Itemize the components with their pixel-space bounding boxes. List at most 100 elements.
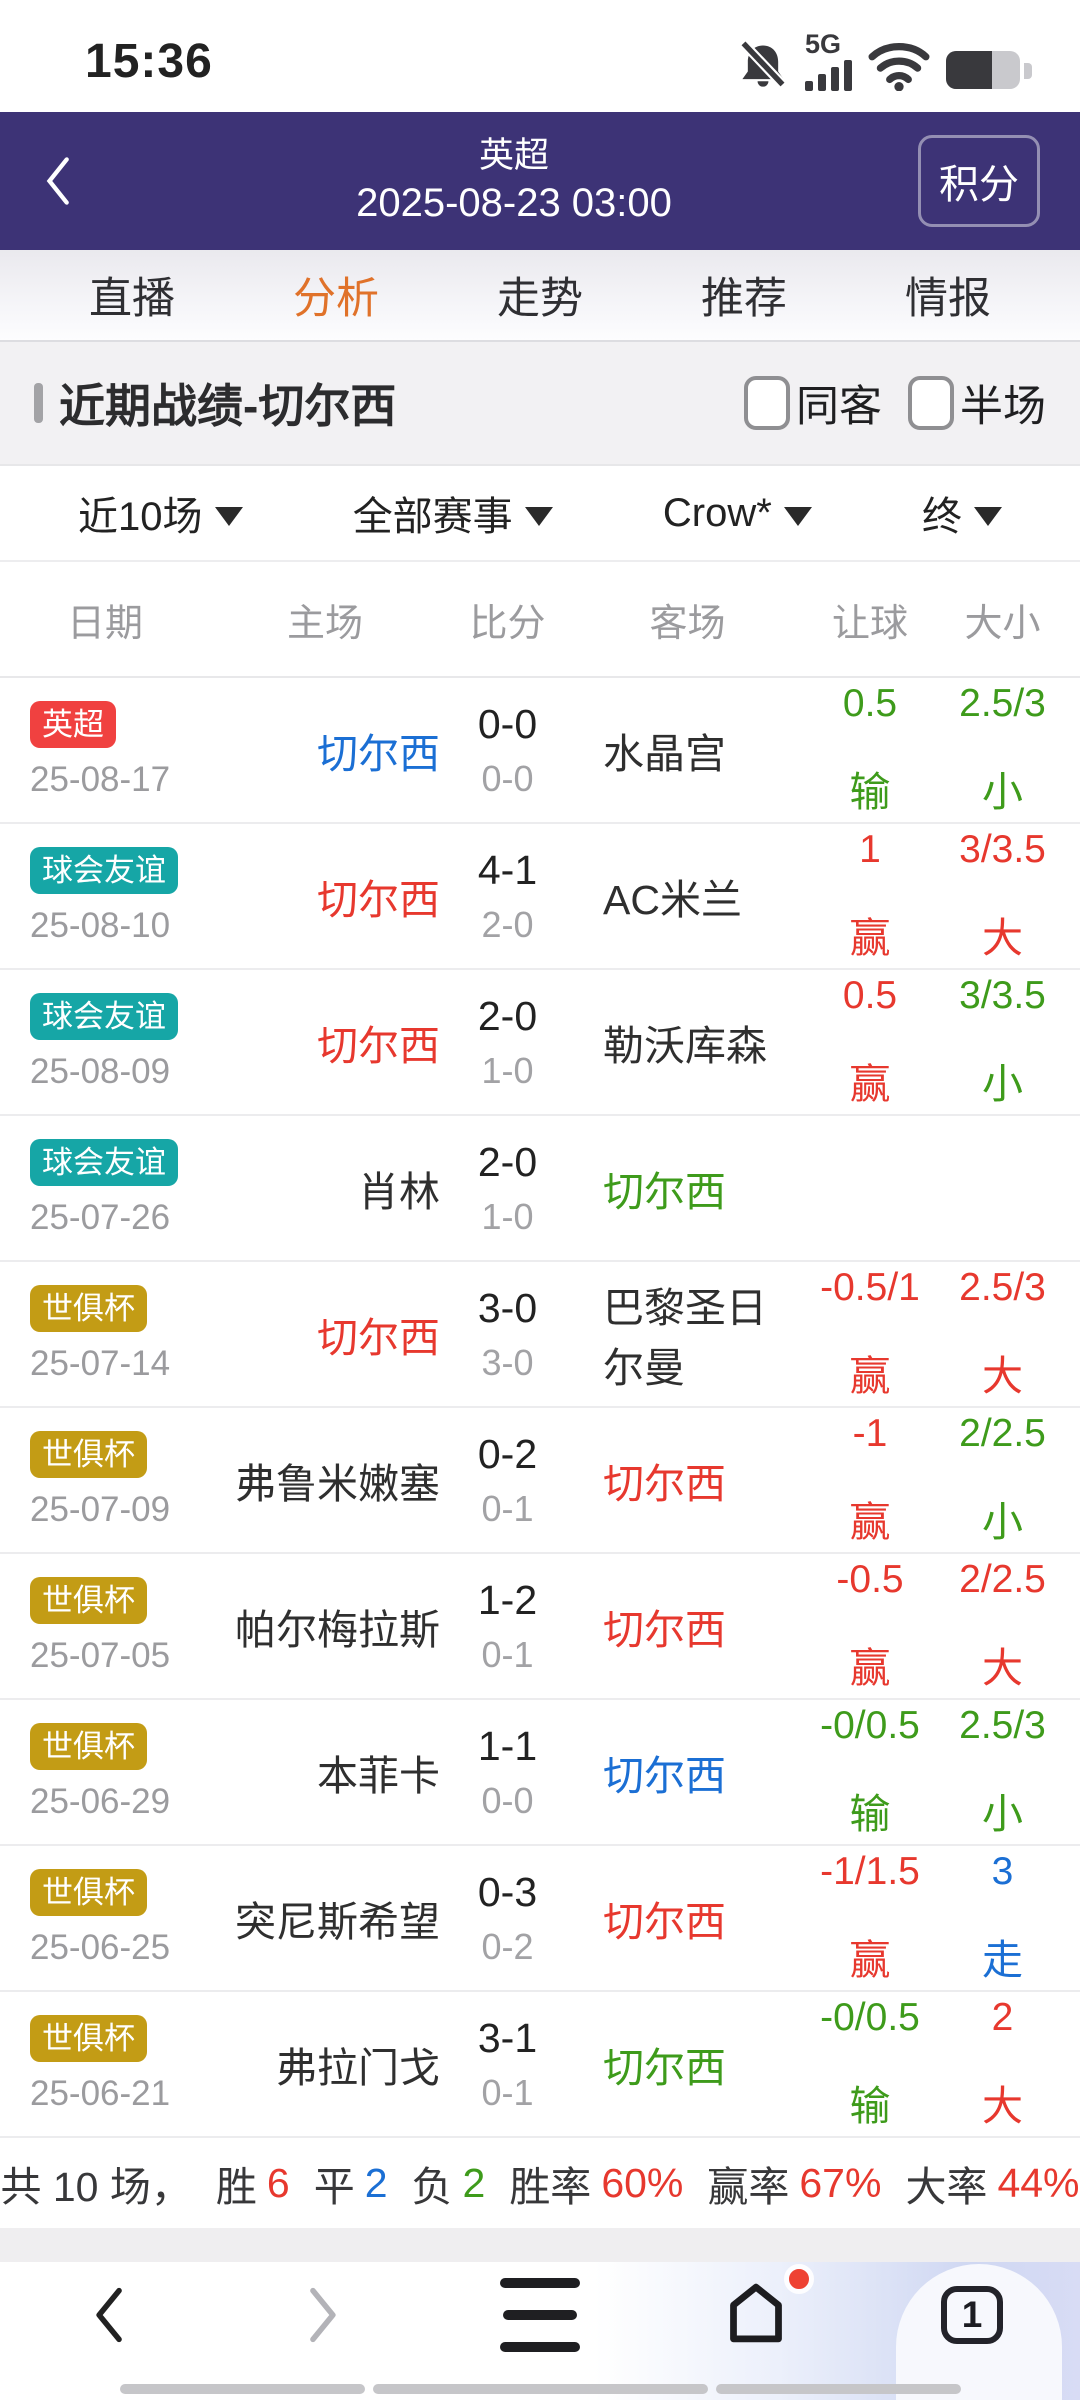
- browser-forward-button[interactable]: [216, 2284, 432, 2346]
- table-row[interactable]: 球会友谊 25-07-26 肖林 2-0 1-0 切尔西: [0, 1116, 1080, 1262]
- over-under-result: 走: [982, 1937, 1023, 1983]
- section-band: 近期战绩-切尔西 同客 半场: [0, 342, 1080, 466]
- league-badge: 英超: [30, 700, 116, 748]
- back-button[interactable]: [40, 153, 110, 209]
- column-header-0: 日期: [66, 602, 143, 645]
- column-header-5: 大小: [964, 602, 1041, 645]
- league-badge: 世俱杯: [30, 1284, 147, 1332]
- tab-3[interactable]: 推荐: [701, 275, 787, 323]
- table-row[interactable]: 世俱杯 25-07-14 切尔西 3-0 3-0 巴黎圣日尔曼 -0.5/1 赢…: [0, 1262, 1080, 1408]
- summary-label: 平: [313, 2164, 355, 2210]
- over-under-cell: 2.5/3 大: [940, 1266, 1065, 1402]
- home-team: 切尔西: [317, 877, 440, 923]
- away-team: 巴黎圣日尔曼: [603, 1285, 767, 1391]
- handicap-result: 赢: [849, 1353, 891, 1399]
- tab-1[interactable]: 分析: [293, 275, 379, 323]
- same-away-checkbox-group[interactable]: 同客: [744, 372, 882, 434]
- browser-tabs-button[interactable]: 1: [864, 2286, 1080, 2344]
- tab-4[interactable]: 情报: [905, 275, 991, 323]
- menu-icon: [500, 2278, 580, 2352]
- wifi-icon: [868, 43, 930, 91]
- browser-menu-button[interactable]: [432, 2278, 648, 2352]
- summary-value: 6: [266, 2159, 290, 2206]
- match-date: 25-07-05: [30, 1635, 171, 1675]
- handicap-result: 赢: [849, 1499, 891, 1545]
- over-under-line: 3: [991, 1850, 1014, 1893]
- same-away-label: 同客: [796, 383, 882, 431]
- filter-dropdown-2[interactable]: Crow*: [663, 491, 812, 536]
- same-away-checkbox[interactable]: [744, 376, 790, 430]
- half-time-checkbox[interactable]: [908, 376, 954, 430]
- home-team: 弗鲁米嫩塞: [235, 1461, 440, 1507]
- handicap-cell: -1/1.5 赢: [800, 1850, 940, 1986]
- half-time-score: 3-0: [481, 1341, 534, 1383]
- over-under-result: 小: [982, 1499, 1023, 1545]
- match-date: 25-08-10: [30, 905, 171, 945]
- table-row[interactable]: 世俱杯 25-07-05 帕尔梅拉斯 1-2 0-1 切尔西 -0.5 赢 2/…: [0, 1554, 1080, 1700]
- table-row[interactable]: 球会友谊 25-08-10 切尔西 4-1 2-0 AC米兰 1 赢 3/3.5…: [0, 824, 1080, 970]
- table-row[interactable]: 球会友谊 25-08-09 切尔西 2-0 1-0 勒沃库森 0.5 赢 3/3…: [0, 970, 1080, 1116]
- full-time-score: 2-0: [477, 992, 538, 1039]
- standings-button[interactable]: 积分: [918, 135, 1040, 227]
- summary-label: 胜率: [509, 2164, 592, 2210]
- tab-bar: 直播 分析 走势 推荐 情报: [0, 250, 1080, 342]
- app-header: 英超 2025-08-23 03:00 积分: [0, 112, 1080, 250]
- caret-down-icon: [973, 506, 1002, 526]
- section-marker: [34, 383, 43, 423]
- match-date: 25-06-21: [30, 2073, 171, 2113]
- mute-bell-icon: [739, 39, 787, 88]
- summary-value: 60%: [601, 2159, 684, 2206]
- match-date: 25-07-14: [30, 1343, 171, 1383]
- tab-0[interactable]: 直播: [89, 275, 175, 323]
- home-team: 切尔西: [317, 1315, 440, 1361]
- match-date: 25-08-17: [30, 759, 171, 799]
- score-cell: 2-0 1-0: [440, 993, 575, 1092]
- match-date-cell: 球会友谊 25-08-10: [0, 846, 210, 946]
- league-badge: 世俱杯: [30, 1868, 147, 1916]
- over-under-result: 小: [982, 1061, 1023, 1107]
- match-date: 25-08-09: [30, 1051, 171, 1091]
- full-time-score: 3-1: [477, 2014, 538, 2061]
- table-row[interactable]: 世俱杯 25-06-25 突尼斯希望 0-3 0-2 切尔西 -1/1.5 赢 …: [0, 1846, 1080, 1992]
- over-under-line: 2.5/3: [959, 1704, 1046, 1747]
- half-time-checkbox-group[interactable]: 半场: [908, 372, 1046, 434]
- match-date: 25-06-25: [30, 1927, 171, 1967]
- match-date-cell: 球会友谊 25-07-26: [0, 1138, 210, 1238]
- over-under-line: 2: [991, 1996, 1014, 2039]
- full-time-score: 0-0: [477, 700, 538, 747]
- over-under-result: 大: [982, 915, 1023, 961]
- away-team: 切尔西: [603, 1753, 726, 1799]
- over-under-cell: 2/2.5 大: [940, 1558, 1065, 1694]
- full-time-score: 0-2: [477, 1430, 538, 1477]
- league-badge: 世俱杯: [30, 1722, 147, 1770]
- match-datetime: 2025-08-23 03:00: [356, 181, 672, 226]
- filter-dropdown-1[interactable]: 全部赛事: [353, 484, 553, 542]
- summary-segment: 共 10 场，: [0, 2153, 191, 2213]
- table-row[interactable]: 英超 25-08-17 切尔西 0-0 0-0 水晶宫 0.5 输 2.5/3 …: [0, 678, 1080, 824]
- half-time-score: 0-0: [481, 757, 534, 799]
- score-cell: 0-2 0-1: [440, 1431, 575, 1530]
- table-row[interactable]: 世俱杯 25-07-09 弗鲁米嫩塞 0-2 0-1 切尔西 -1 赢 2/2.…: [0, 1408, 1080, 1554]
- browser-home-button[interactable]: [648, 2263, 864, 2353]
- table-row[interactable]: 世俱杯 25-06-29 本菲卡 1-1 0-0 切尔西 -0/0.5 输 2.…: [0, 1700, 1080, 1846]
- match-date-cell: 球会友谊 25-08-09: [0, 992, 210, 1092]
- browser-back-icon: [96, 2287, 122, 2343]
- filter-row: 近10场 全部赛事 Crow* 终: [0, 466, 1080, 562]
- browser-back-button[interactable]: [0, 2284, 216, 2346]
- over-under-cell: [940, 1172, 1065, 1204]
- home-team: 本菲卡: [317, 1753, 440, 1799]
- over-under-result: 小: [982, 769, 1023, 815]
- over-under-cell: 3 走: [940, 1850, 1065, 1986]
- table-row[interactable]: 世俱杯 25-06-21 弗拉门戈 3-1 0-1 切尔西 -0/0.5 输 2…: [0, 1992, 1080, 2138]
- filter-dropdown-3[interactable]: 终: [922, 484, 1002, 542]
- tab-2[interactable]: 走势: [497, 275, 583, 323]
- tab-count: 1: [961, 2294, 983, 2335]
- summary-label: 负: [411, 2164, 453, 2210]
- handicap-cell: -0.5/1 赢: [800, 1266, 940, 1402]
- summary-value: 44%: [997, 2159, 1080, 2206]
- filter-dropdown-0[interactable]: 近10场: [78, 484, 243, 542]
